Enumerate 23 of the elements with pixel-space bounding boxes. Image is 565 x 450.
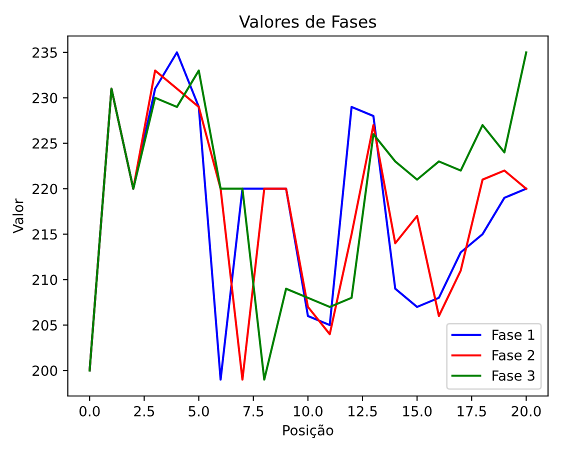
y-tick-label: 200 <box>32 366 58 376</box>
chart-title: Valores de Fases <box>239 15 376 28</box>
legend-label: Fase 3 <box>492 370 534 381</box>
x-tick-label: 5.0 <box>188 406 209 416</box>
x-tick-label: 2.5 <box>134 406 154 416</box>
x-tick-label: 12.5 <box>348 406 377 416</box>
y-tick-label: 205 <box>32 320 57 331</box>
y-tick-label: 225 <box>32 138 57 149</box>
y-tick-label: 230 <box>32 92 58 104</box>
x-tick-label: 0.0 <box>80 406 100 416</box>
y-axis-title: Valor <box>12 198 24 234</box>
x-tick-label: 15.0 <box>403 406 432 416</box>
y-tick-label: 220 <box>32 184 58 194</box>
legend-label: Fase 2 <box>492 350 534 360</box>
x-tick-label: 7.5 <box>243 406 264 416</box>
y-tick-label: 235 <box>32 47 57 58</box>
legend-label: Fase 1 <box>492 330 534 340</box>
x-tick-label: 10.0 <box>294 406 322 416</box>
y-tick-label: 210 <box>32 274 58 286</box>
x-tick-label: 20.0 <box>512 406 541 416</box>
y-tick-label: 215 <box>32 229 57 240</box>
x-tick-label: 17.5 <box>458 406 486 416</box>
x-axis-title: Posição <box>283 424 334 438</box>
